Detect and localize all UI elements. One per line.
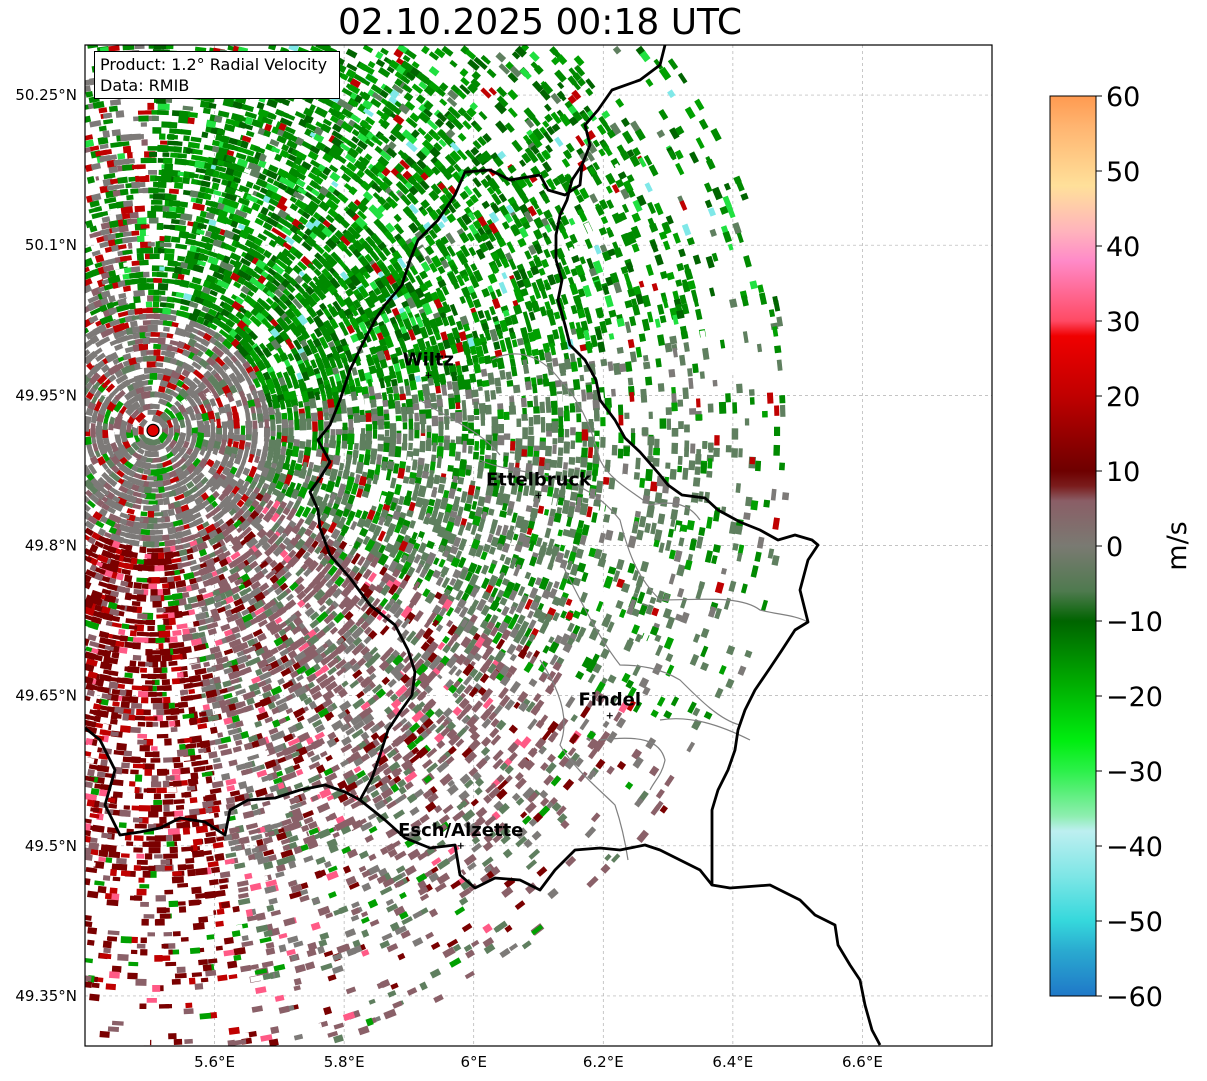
city-marker [535,492,542,499]
x-tick-label: 5.6°E [194,1053,235,1071]
colorbar-tick-label: 40 [1106,232,1140,263]
colorbar-gradient [1049,95,1097,997]
colorbar-tick-label: 20 [1106,382,1140,413]
city-marker [606,712,613,719]
y-tick-label: 49.95°N [15,386,77,404]
radar-site [146,423,160,437]
map-frame [84,44,993,1047]
x-tick-label: 6.4°E [712,1053,753,1071]
colorbar-tick-label: 0 [1106,532,1123,563]
x-tick-label: 6.6°E [842,1053,883,1071]
x-tick-label: 6.2°E [583,1053,624,1071]
city-markers: Wiltz Ettelbruck Findel Esch/Alzette [398,349,641,849]
y-tick-label: 49.8°N [25,537,77,555]
radar-site-marker [146,423,160,437]
source-text: Data: RMIB [100,76,190,95]
y-tick-label: 50.25°N [15,86,77,104]
product-text: Product: 1.2° Radial Velocity [100,55,328,74]
country-border [554,45,882,1046]
city-label: Ettelbruck [486,469,592,490]
boundaries [85,45,882,1046]
axis-ticks: 5.6°E 5.8°E 6°E 6.2°E 6.4°E 6.6°E 50.25°N 50.1°… [15,86,883,1071]
colorbar-tick-label: −60 [1106,982,1163,1013]
country-border-west [85,168,541,837]
colorbar-tick-label: −30 [1106,757,1163,788]
admin-boundaries [419,353,809,861]
colorbar-tick-label: 50 [1106,157,1140,188]
city-label: Esch/Alzette [398,820,523,841]
radar-velocity-field [85,45,790,1046]
colorbar-tick-label: −10 [1106,607,1163,638]
country-border-south [359,798,714,892]
x-tick-label: 6°E [460,1053,487,1071]
colorbar: 60 50 40 30 20 10 0 −10 −20 −30 −40 −50 −60 m/s [1049,82,1193,1013]
city-marker [457,842,464,849]
map-title: 02.10.2025 00:18 UTC [337,2,743,43]
colorbar-tick-label: 30 [1106,307,1140,338]
city-marker [425,372,432,379]
colorbar-ticks: 60 50 40 30 20 10 0 −10 −20 −30 −40 −50 −60 [1096,82,1163,1013]
y-tick-label: 49.65°N [15,687,77,705]
x-tick-label: 5.8°E [324,1053,365,1071]
colorbar-tick-label: 10 [1106,457,1140,488]
product-info-box: Product: 1.2° Radial Velocity Data: RMIB [94,51,340,99]
y-tick-label: 50.1°N [25,236,77,254]
colorbar-label: m/s [1162,521,1193,570]
y-tick-label: 49.5°N [25,837,77,855]
city-label: Findel [578,690,641,711]
colorbar-tick-label: −40 [1106,832,1163,863]
colorbar-tick-label: −50 [1106,907,1163,938]
colorbar-tick-label: 60 [1106,82,1140,113]
colorbar-tick-label: −20 [1106,682,1163,713]
country-border-north [538,164,584,197]
city-label: Wiltz [403,349,454,370]
y-tick-label: 49.35°N [15,987,77,1005]
